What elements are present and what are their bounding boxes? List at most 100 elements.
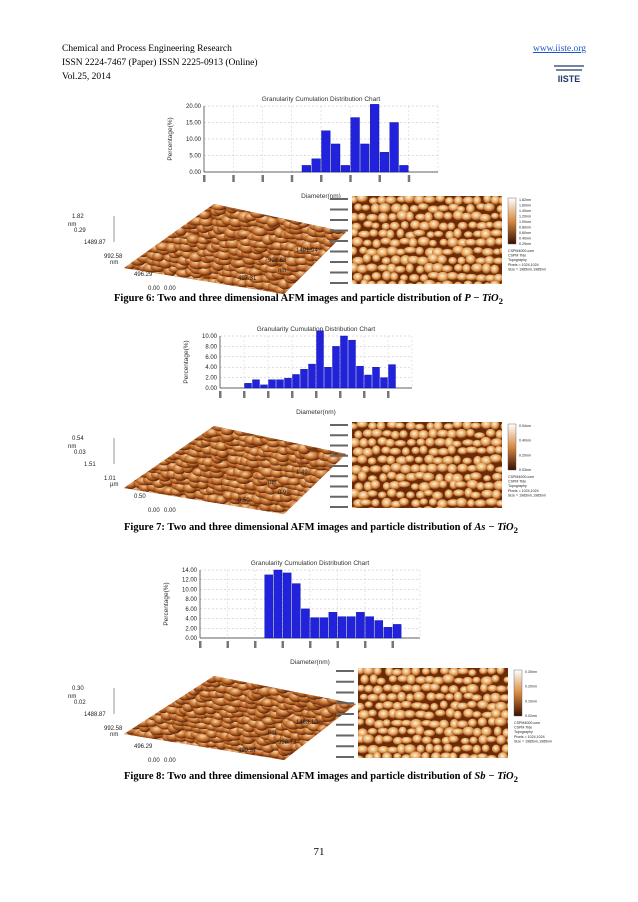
afm-grain <box>386 488 397 498</box>
chart-title: Granularity Cumulation Distribution Char… <box>251 560 370 567</box>
afm-grain <box>433 744 443 754</box>
afm-grain <box>360 674 370 685</box>
afm-grain <box>362 668 375 676</box>
afm-grain <box>428 447 440 457</box>
z-axis-label: 0.03 <box>74 450 86 456</box>
axis-label: 497.31 <box>238 276 257 282</box>
afm-grain <box>389 221 400 231</box>
afm-grain <box>414 456 424 464</box>
bar <box>260 384 268 389</box>
bar <box>308 363 316 389</box>
axis-label: 0.00 <box>148 758 160 764</box>
afm-2d-grains <box>352 196 502 284</box>
x-tick-mark <box>309 641 312 648</box>
scale-label: 0.03nm <box>519 468 531 472</box>
afm-grain <box>426 463 439 473</box>
afm-grain <box>358 684 366 692</box>
afm-grain <box>376 422 386 431</box>
afm-grain <box>483 196 492 204</box>
journal-url[interactable]: www.iiste.org <box>532 44 586 54</box>
y-tick-label: 4.00 <box>205 365 217 371</box>
afm-grain <box>413 691 426 702</box>
afm-grain <box>389 507 395 508</box>
afm-grain <box>453 281 463 284</box>
afm-grain <box>478 734 489 745</box>
afm-grain <box>406 728 417 735</box>
caption-text: Figure 6: Two and three dimensional AFM … <box>114 293 465 304</box>
bar <box>321 130 331 173</box>
afm-grain <box>435 727 444 735</box>
x-tick-mark <box>339 391 342 398</box>
afm-grain <box>496 668 505 675</box>
afm-grain <box>399 237 411 245</box>
bar <box>340 335 348 389</box>
afm-grain <box>501 268 502 270</box>
afm-grain <box>456 720 469 729</box>
afm-2d-grains <box>352 422 502 508</box>
afm-grain <box>389 447 402 456</box>
figure-7: Granularity Cumulation Distribution Char… <box>176 322 420 418</box>
afm-grain <box>481 744 490 753</box>
afm-grain <box>430 702 439 711</box>
afm-grain <box>448 256 458 265</box>
afm-3d-fig8: 0.30 nm 0.02 1488.87 992.58 nm 496.29 0.00 0.00 4… <box>64 664 364 768</box>
y-tick-label: 2.00 <box>185 626 197 632</box>
afm-grain <box>371 499 380 508</box>
scale-label: 0.30nm <box>525 670 537 674</box>
bar <box>380 377 388 389</box>
y-axis-label: Percentage(%) <box>167 117 174 160</box>
afm-grain <box>382 430 393 437</box>
afm-grain <box>428 480 442 490</box>
y-tick-mark <box>330 485 348 488</box>
afm-grain <box>395 248 406 256</box>
afm-grain <box>396 744 406 755</box>
axis-label: 1498.10 <box>296 720 318 726</box>
afm-grain <box>421 736 432 745</box>
afm-grain <box>411 446 421 455</box>
afm-grain <box>381 257 392 265</box>
afm-2d-grains <box>358 668 508 758</box>
x-tick-mark <box>387 391 390 398</box>
scale-label: 1.40nm <box>519 209 531 213</box>
afm-grain <box>441 455 455 465</box>
afm-grain <box>436 499 448 508</box>
afm-grain <box>410 464 421 473</box>
afm-grain <box>483 475 492 482</box>
afm-grain <box>408 507 412 508</box>
afm-grain <box>453 196 464 206</box>
afm-grain <box>386 693 398 701</box>
afm-grain <box>446 271 459 281</box>
afm-grain <box>268 207 282 219</box>
afm-grain <box>373 668 382 676</box>
afm-grain <box>386 229 395 240</box>
bar <box>324 367 332 389</box>
afm-2d-image: 0.30nm 0.20nm 0.10nm 0.02nm CSPM4000.comCSPM… <box>336 668 552 758</box>
afm-grain <box>477 700 489 710</box>
scale-label: 1.20nm <box>519 215 531 219</box>
afm-grain <box>382 719 391 727</box>
afm-grain <box>412 734 423 744</box>
afm-grain <box>374 734 384 745</box>
afm-grain <box>466 683 479 694</box>
afm-grain <box>481 726 492 737</box>
afm-grain <box>465 203 475 214</box>
axis-label: 499.37 <box>238 748 257 754</box>
x-tick-mark <box>232 175 235 182</box>
afm-grain <box>461 744 474 752</box>
y-tick-label: 10.00 <box>186 137 202 143</box>
afm-grain <box>489 280 501 284</box>
afm-grain <box>358 709 371 720</box>
afm-grain <box>379 507 383 508</box>
z-axis-label: nm <box>68 444 76 450</box>
afm-grain <box>506 755 508 758</box>
afm-grain <box>415 676 428 685</box>
y-tick-mark <box>330 261 348 263</box>
axis-label: 0.99 <box>278 490 290 496</box>
afm-grain <box>245 505 259 514</box>
figure-6-caption: Figure 6: Two and three dimensional AFM … <box>114 293 503 306</box>
afm-grain <box>483 482 495 490</box>
afm-grain <box>457 447 469 455</box>
afm-grain <box>356 196 368 203</box>
bar <box>346 616 356 639</box>
